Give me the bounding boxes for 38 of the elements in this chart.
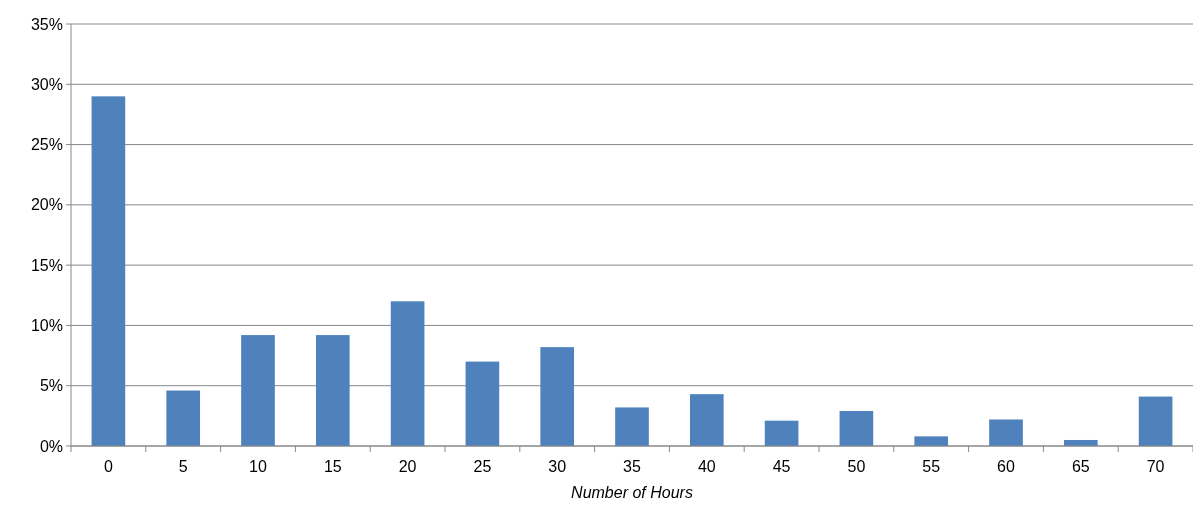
bar: [914, 436, 949, 446]
x-tick-label: 60: [997, 458, 1015, 475]
bar: [465, 361, 500, 446]
x-tick-label: 35: [623, 458, 641, 475]
x-tick-label: 20: [398, 458, 417, 475]
x-tick-label: 50: [847, 458, 866, 475]
x-tick-label: 25: [473, 458, 492, 475]
bar: [839, 411, 874, 446]
x-tick-label: 5: [178, 458, 188, 475]
bar: [166, 390, 201, 446]
y-tick-label: 15%: [30, 256, 63, 274]
y-tick-label: 20%: [30, 196, 63, 214]
x-tick-label: 70: [1146, 458, 1165, 475]
bar: [689, 394, 724, 446]
x-tick-label: 0: [103, 458, 113, 475]
x-tick-label: 40: [697, 458, 716, 475]
x-tick-label: 65: [1071, 458, 1090, 475]
x-tick-label: 45: [772, 458, 791, 475]
bar: [91, 96, 126, 446]
bar: [989, 419, 1023, 446]
x-tick-label: 30: [548, 458, 567, 475]
x-axis-title: Number of Hours: [571, 484, 693, 501]
bar: [390, 301, 425, 446]
bar: [615, 407, 649, 446]
x-tick-label: 15: [323, 458, 342, 475]
bar: [241, 335, 275, 446]
y-tick-label: 30%: [30, 75, 63, 93]
bar: [764, 420, 799, 446]
y-tick-label: 25%: [30, 136, 63, 154]
y-tick-label: 5%: [39, 377, 63, 395]
x-tick-label: 10: [249, 458, 267, 475]
bar: [315, 335, 350, 446]
y-tick-label: 10%: [30, 317, 63, 335]
bar: [1138, 396, 1173, 446]
y-tick-label: 35%: [30, 15, 63, 33]
bar: [540, 347, 575, 446]
y-tick-label: 0%: [39, 437, 63, 455]
x-tick-label: 55: [922, 458, 941, 475]
